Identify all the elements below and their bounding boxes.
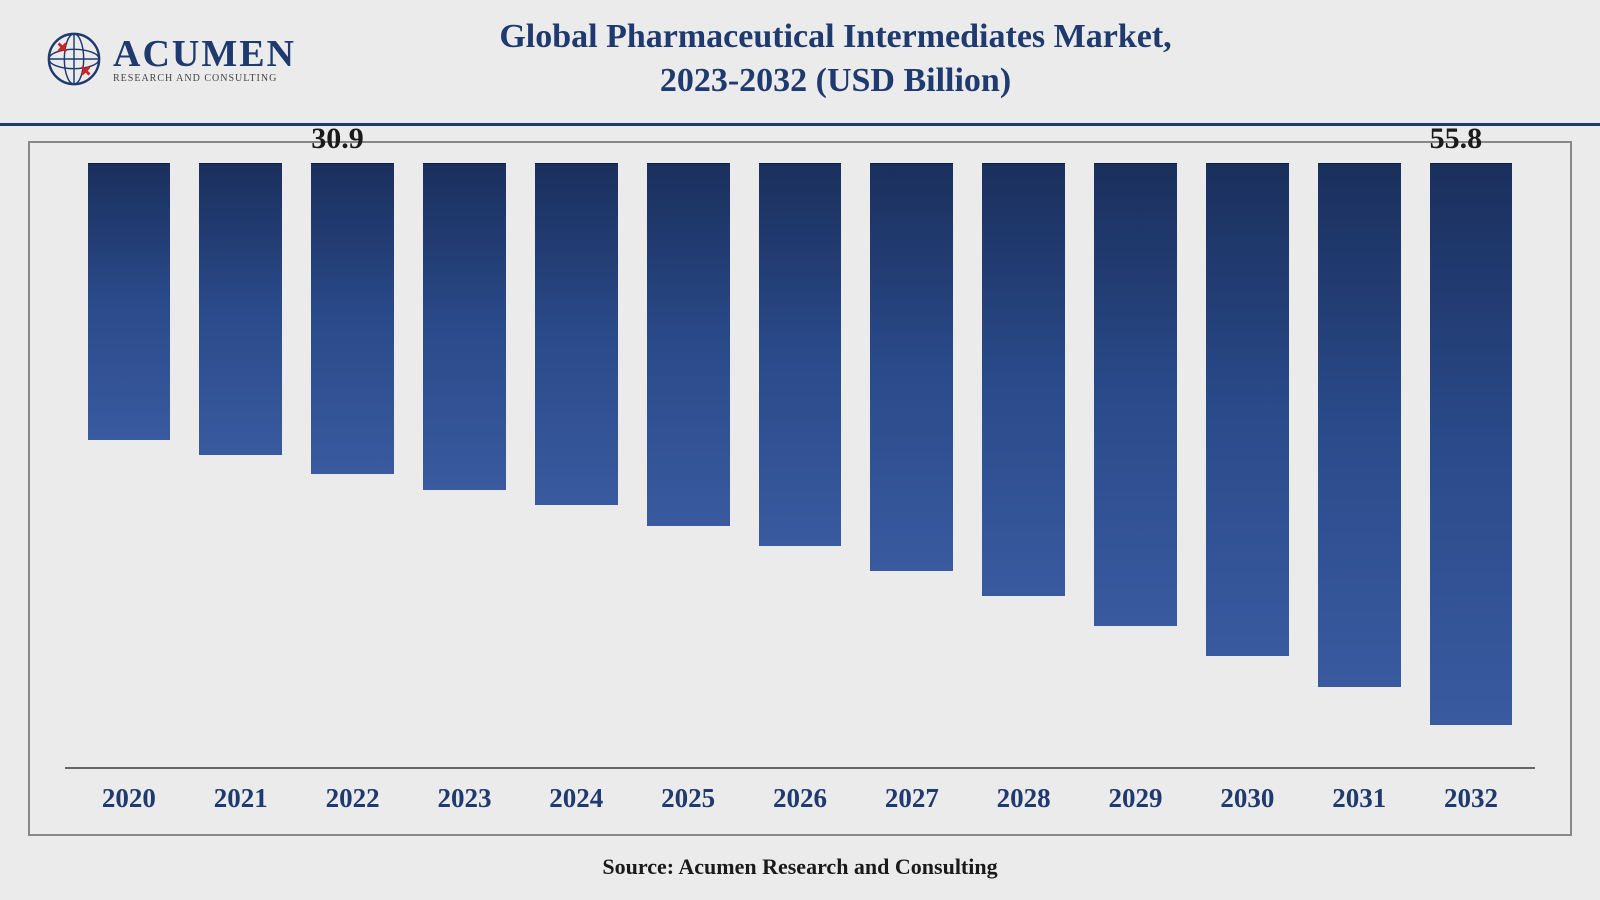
bar: [982, 163, 1065, 596]
x-axis-label: 2021: [185, 783, 297, 814]
bar-wrapper: [409, 163, 521, 767]
logo-sub-text: RESEARCH AND CONSULTING: [113, 73, 296, 84]
x-axis-label: 2032: [1415, 783, 1527, 814]
x-axis-labels: 2020202120222023202420252026202720282029…: [65, 783, 1535, 814]
chart-title: Global Pharmaceutical Intermediates Mark…: [296, 15, 1375, 103]
x-axis-label: 2030: [1191, 783, 1303, 814]
x-axis-baseline: [65, 767, 1535, 769]
chart-plot-area: 30.955.8 2020202120222023202420252026202…: [28, 141, 1572, 836]
bar: [1318, 163, 1401, 686]
bar-wrapper: [632, 163, 744, 767]
bar: [423, 163, 506, 490]
x-axis-label: 2020: [73, 783, 185, 814]
bar-wrapper: [856, 163, 968, 767]
x-axis-label: 2027: [856, 783, 968, 814]
x-axis-label: 2029: [1080, 783, 1192, 814]
bar: [199, 163, 282, 455]
bar: [535, 163, 618, 505]
x-axis-label: 2025: [632, 783, 744, 814]
title-line-2: 2023-2032 (USD Billion): [660, 62, 1011, 99]
logo-text: ACUMEN RESEARCH AND CONSULTING: [113, 35, 296, 84]
logo-main-text: ACUMEN: [113, 35, 296, 73]
chart-inner: 30.955.8 2020202120222023202420252026202…: [65, 163, 1535, 824]
x-axis-label: 2031: [1303, 783, 1415, 814]
header-section: ACUMEN RESEARCH AND CONSULTING Global Ph…: [0, 0, 1600, 126]
x-axis-label: 2022: [297, 783, 409, 814]
x-axis-label: 2024: [520, 783, 632, 814]
bar-wrapper: [1191, 163, 1303, 767]
bar-wrapper: [744, 163, 856, 767]
x-axis-label: 2023: [409, 783, 521, 814]
bar-wrapper: [520, 163, 632, 767]
bar: [1094, 163, 1177, 626]
bar-wrapper: [1080, 163, 1192, 767]
bar: [647, 163, 730, 525]
logo: ACUMEN RESEARCH AND CONSULTING: [45, 30, 296, 88]
bar-wrapper: [1303, 163, 1415, 767]
title-line-1: Global Pharmaceutical Intermediates Mark…: [499, 18, 1171, 55]
source-attribution: Source: Acumen Research and Consulting: [0, 846, 1600, 900]
bar: [759, 163, 842, 545]
bar-wrapper: [185, 163, 297, 767]
globe-icon: [45, 30, 103, 88]
bar-wrapper: [968, 163, 1080, 767]
bars-container: 30.9 55.8: [65, 163, 1535, 767]
bar-wrapper: [73, 163, 185, 767]
bar-wrapper: 30.9: [297, 163, 409, 767]
title-section: Global Pharmaceutical Intermediates Mark…: [296, 15, 1555, 103]
bar-value-label: 30.9: [311, 122, 364, 156]
bar: 55.8: [1430, 163, 1513, 724]
bar: [88, 163, 171, 440]
bar: [1206, 163, 1289, 656]
x-axis-label: 2028: [968, 783, 1080, 814]
bar-wrapper: 55.8: [1415, 163, 1527, 767]
bar-value-label: 55.8: [1430, 122, 1483, 156]
bar: 30.9: [311, 163, 394, 474]
chart-container: ACUMEN RESEARCH AND CONSULTING Global Ph…: [0, 0, 1600, 900]
bar: [870, 163, 953, 570]
x-axis-label: 2026: [744, 783, 856, 814]
